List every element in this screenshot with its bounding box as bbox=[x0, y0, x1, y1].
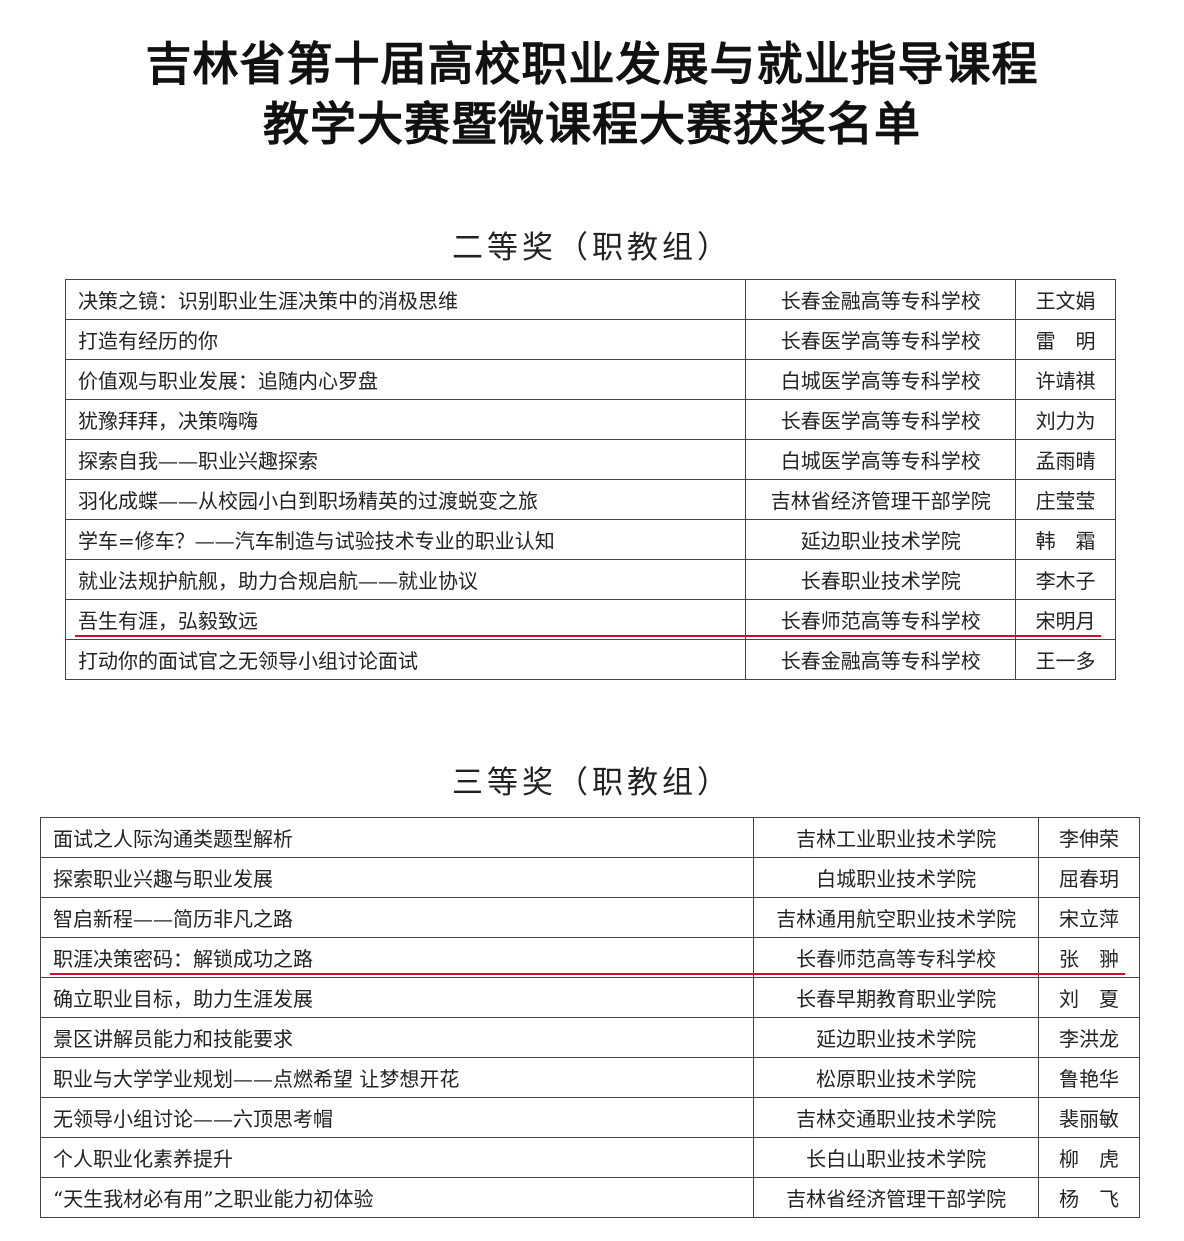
course-title-cell: 犹豫拜拜，决策嗨嗨 bbox=[64, 399, 747, 440]
table-row: 打动你的面试官之无领导小组讨论面试 长春金融高等专科学校 王一多 bbox=[64, 639, 1116, 680]
second-prize-table: 决策之镜：识别职业生涯决策中的消极思维 长春金融高等专科学校 王文娟 打造有经历的你长… bbox=[64, 279, 1116, 680]
course-title-cell: 职业与大学学业规划——点燃希望 让梦想开花 bbox=[39, 1057, 755, 1098]
teacher-name-cell: 柳 虎 bbox=[1038, 1137, 1140, 1178]
table-row: 探索自我——职业兴趣探索 白城医学高等专科学校 孟雨晴 bbox=[64, 439, 1116, 480]
teacher-name-cell: 王一多 bbox=[1015, 639, 1116, 680]
third-prize-table: 面试之人际沟通类题型解析 吉林工业职业技术学院 李伸荣 探索职业兴趣与职业发展 白城职业… bbox=[39, 817, 1140, 1218]
course-title-cell: 面试之人际沟通类题型解析 bbox=[39, 817, 755, 858]
course-title-cell: 景区讲解员能力和技能要求 bbox=[39, 1017, 755, 1058]
course-title-cell: 职涯决策密码：解锁成功之路 bbox=[39, 937, 755, 978]
teacher-name-cell: 雷 明 bbox=[1015, 319, 1116, 360]
school-cell: 长春医学高等专科学校 bbox=[745, 319, 1017, 360]
school-cell: 白城医学高等专科学校 bbox=[745, 439, 1017, 480]
table-row: 无领导小组讨论——六顶思考帽 吉林交通职业技术学院 裴丽敏 bbox=[39, 1097, 1140, 1138]
course-title-cell: 羽化成蝶——从校园小白到职场精英的过渡蜕变之旅 bbox=[64, 479, 747, 520]
teacher-name-cell: 张 翀 bbox=[1038, 937, 1140, 978]
teacher-name-cell: 李伸荣 bbox=[1038, 817, 1140, 858]
teacher-name-cell: 裴丽敏 bbox=[1038, 1097, 1140, 1138]
table-row: 职涯决策密码：解锁成功之路 长春师范高等专科学校张 翀 bbox=[39, 937, 1140, 978]
teacher-name-cell: 李木子 bbox=[1015, 559, 1116, 600]
table-row: 面试之人际沟通类题型解析 吉林工业职业技术学院 李伸荣 bbox=[39, 817, 1140, 858]
school-cell: 松原职业技术学院 bbox=[753, 1057, 1040, 1098]
highlight-underline bbox=[50, 972, 1125, 975]
school-cell: 长春早期教育职业学院 bbox=[753, 977, 1040, 1018]
school-cell: 长春医学高等专科学校 bbox=[745, 399, 1017, 440]
table-row: 决策之镜：识别职业生涯决策中的消极思维 长春金融高等专科学校 王文娟 bbox=[64, 279, 1116, 320]
section-heading-third-prize: 三等奖（职教组） bbox=[452, 765, 732, 801]
teacher-name-cell: 庄莹莹 bbox=[1015, 479, 1116, 520]
section-heading-second-prize: 二等奖（职教组） bbox=[452, 230, 732, 266]
school-cell: 吉林通用航空职业技术学院 bbox=[753, 897, 1040, 938]
teacher-name-cell: 许靖祺 bbox=[1015, 359, 1116, 400]
teacher-name-cell: 韩 霜 bbox=[1015, 519, 1116, 560]
table-row: 职业与大学学业规划——点燃希望 让梦想开花 松原职业技术学院 鲁艳华 bbox=[39, 1057, 1140, 1098]
table-row: 探索职业兴趣与职业发展 白城职业技术学院 屈春玥 bbox=[39, 857, 1140, 898]
document-title-line1: 吉林省第十届高校职业发展与就业指导课程 bbox=[145, 37, 1039, 91]
document-title-line2: 教学大赛暨微课程大赛获奖名单 bbox=[263, 97, 921, 151]
table-row: 吾生有涯，弘毅致远 长春师范高等专科学校 宋明月 bbox=[64, 599, 1116, 640]
table-row: 景区讲解员能力和技能要求 延边职业技术学院 李洪龙 bbox=[39, 1017, 1140, 1058]
table-row: 羽化成蝶——从校园小白到职场精英的过渡蜕变之旅 吉林省经济管理干部学院 庄莹莹 bbox=[64, 479, 1116, 520]
teacher-name-cell: 王文娟 bbox=[1015, 279, 1116, 320]
school-cell: 白城医学高等专科学校 bbox=[745, 359, 1017, 400]
table-row: 犹豫拜拜，决策嗨嗨 长春医学高等专科学校 刘力为 bbox=[64, 399, 1116, 440]
table-row: 智启新程——简历非凡之路 吉林通用航空职业技术学院 宋立萍 bbox=[39, 897, 1140, 938]
teacher-name-cell: 李洪龙 bbox=[1038, 1017, 1140, 1058]
teacher-name-cell: 杨 飞 bbox=[1038, 1177, 1140, 1218]
table-row: “天生我材必有用”之职业能力初体验 吉林省经济管理干部学院杨 飞 bbox=[39, 1177, 1140, 1218]
course-title-cell: 探索自我——职业兴趣探索 bbox=[64, 439, 747, 480]
school-cell: 长白山职业技术学院 bbox=[753, 1137, 1040, 1178]
course-title-cell: 打动你的面试官之无领导小组讨论面试 bbox=[64, 639, 747, 680]
course-title-cell: 确立职业目标，助力生涯发展 bbox=[39, 977, 755, 1018]
table-row: 确立职业目标，助力生涯发展 长春早期教育职业学院刘 夏 bbox=[39, 977, 1140, 1018]
school-cell: 吉林省经济管理干部学院 bbox=[753, 1177, 1040, 1218]
teacher-name-cell: 宋立萍 bbox=[1038, 897, 1140, 938]
school-cell: 长春金融高等专科学校 bbox=[745, 279, 1017, 320]
table-row: 个人职业化素养提升 长白山职业技术学院柳 虎 bbox=[39, 1137, 1140, 1178]
course-title-cell: “天生我材必有用”之职业能力初体验 bbox=[39, 1177, 755, 1218]
course-title-cell: 决策之镜：识别职业生涯决策中的消极思维 bbox=[64, 279, 747, 320]
course-title-cell: 探索职业兴趣与职业发展 bbox=[39, 857, 755, 898]
teacher-name-cell: 鲁艳华 bbox=[1038, 1057, 1140, 1098]
course-title-cell: 智启新程——简历非凡之路 bbox=[39, 897, 755, 938]
course-title-cell: 吾生有涯，弘毅致远 bbox=[64, 599, 747, 640]
teacher-name-cell: 刘力为 bbox=[1015, 399, 1116, 440]
course-title-cell: 价值观与职业发展：追随内心罗盘 bbox=[64, 359, 747, 400]
school-cell: 延边职业技术学院 bbox=[745, 519, 1017, 560]
highlight-underline bbox=[75, 634, 1101, 637]
teacher-name-cell: 孟雨晴 bbox=[1015, 439, 1116, 480]
school-cell: 长春职业技术学院 bbox=[745, 559, 1017, 600]
table-row: 就业法规护航舰，助力合规启航——就业协议 长春职业技术学院 李木子 bbox=[64, 559, 1116, 600]
course-title-cell: 学车=修车？——汽车制造与试验技术专业的职业认知 bbox=[64, 519, 747, 560]
table-row: 打造有经历的你 长春医学高等专科学校雷 明 bbox=[64, 319, 1116, 360]
school-cell: 延边职业技术学院 bbox=[753, 1017, 1040, 1058]
course-title-cell: 个人职业化素养提升 bbox=[39, 1137, 755, 1178]
course-title-cell: 就业法规护航舰，助力合规启航——就业协议 bbox=[64, 559, 747, 600]
table-row: 学车=修车？——汽车制造与试验技术专业的职业认知 延边职业技术学院韩 霜 bbox=[64, 519, 1116, 560]
table-row: 价值观与职业发展：追随内心罗盘 白城医学高等专科学校 许靖祺 bbox=[64, 359, 1116, 400]
course-title-cell: 打造有经历的你 bbox=[64, 319, 747, 360]
teacher-name-cell: 宋明月 bbox=[1015, 599, 1116, 640]
school-cell: 白城职业技术学院 bbox=[753, 857, 1040, 898]
school-cell: 吉林交通职业技术学院 bbox=[753, 1097, 1040, 1138]
school-cell: 吉林工业职业技术学院 bbox=[753, 817, 1040, 858]
course-title-cell: 无领导小组讨论——六顶思考帽 bbox=[39, 1097, 755, 1138]
school-cell: 吉林省经济管理干部学院 bbox=[745, 479, 1017, 520]
teacher-name-cell: 屈春玥 bbox=[1038, 857, 1140, 898]
school-cell: 长春师范高等专科学校 bbox=[753, 937, 1040, 978]
school-cell: 长春金融高等专科学校 bbox=[745, 639, 1017, 680]
school-cell: 长春师范高等专科学校 bbox=[745, 599, 1017, 640]
teacher-name-cell: 刘 夏 bbox=[1038, 977, 1140, 1018]
